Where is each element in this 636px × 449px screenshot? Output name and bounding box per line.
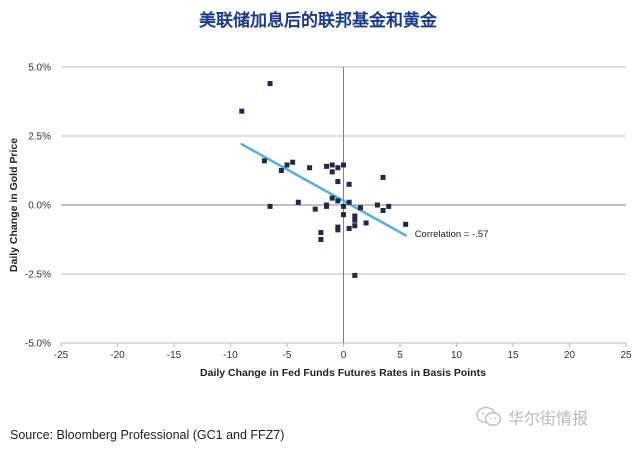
correlation-annotation: Correlation = -.57 (415, 229, 489, 240)
data-points (239, 81, 409, 278)
x-tick-label: -25 (54, 350, 69, 361)
x-tick-label: 20 (564, 350, 576, 361)
data-point (261, 158, 267, 164)
y-tick-label: -2.5% (25, 270, 51, 281)
data-point (341, 212, 346, 218)
data-point (352, 272, 358, 278)
x-tick-label: -10 (223, 350, 238, 361)
y-tick-label: 5.0% (28, 63, 51, 74)
data-point (341, 162, 346, 168)
data-point (346, 181, 352, 187)
data-point (352, 217, 358, 223)
source-note: Source: Bloomberg Professional (GC1 and … (10, 428, 285, 442)
data-point (290, 159, 296, 165)
x-tick-label: 10 (451, 350, 463, 361)
data-point (267, 203, 273, 209)
data-point (374, 202, 380, 208)
data-point (284, 162, 290, 168)
data-point (329, 195, 335, 201)
data-point (380, 174, 386, 180)
y-axis-label: Daily Change in Gold Price (8, 138, 20, 272)
x-tick-label: 5 (397, 350, 403, 361)
data-point (239, 108, 245, 114)
tick-labels: -5.0% -2.5% 0.0% 2.5% 5.0% -25 -20 -15 -10 -5 0 5 10… (25, 63, 632, 362)
data-point (312, 206, 318, 212)
data-point (363, 220, 369, 226)
data-point (329, 169, 335, 175)
y-tick-label: 2.5% (28, 132, 51, 143)
data-point (318, 237, 324, 242)
data-point (352, 223, 358, 229)
trendline (240, 142, 407, 237)
chart-title: 美联储加息后的联邦基金和黄金 (199, 11, 437, 31)
data-point (307, 165, 313, 171)
data-point (346, 225, 352, 231)
data-point (318, 230, 324, 236)
data-point (335, 227, 341, 233)
x-tick-label: -20 (110, 350, 125, 361)
data-point (346, 199, 352, 205)
x-tick-label: -15 (167, 350, 182, 361)
x-tick-label: 25 (620, 350, 632, 361)
x-tick-label: 0 (341, 350, 347, 361)
x-tick-label: 15 (507, 350, 519, 361)
data-point (380, 208, 386, 214)
data-point (324, 202, 330, 208)
data-point (295, 199, 301, 205)
x-tick-label: -5 (283, 350, 292, 361)
watermark-text: 华尔街情报 (508, 409, 589, 428)
y-tick-label: -5.0% (25, 339, 51, 350)
trendline-layer (240, 142, 407, 237)
data-point (341, 203, 346, 209)
data-point (329, 162, 335, 168)
data-point (335, 179, 341, 185)
data-point (352, 213, 358, 219)
data-point (267, 81, 273, 87)
watermark: 华尔街情报 (476, 405, 588, 429)
x-axis-label: Daily Change in Fed Funds Futures Rates … (200, 367, 486, 379)
data-point (335, 165, 341, 171)
data-point (357, 205, 363, 211)
data-point (403, 221, 409, 227)
y-tick-label: 0.0% (28, 201, 51, 212)
data-point (386, 203, 392, 209)
data-point (324, 163, 330, 169)
data-point (335, 198, 341, 204)
data-point (335, 224, 341, 230)
wechat-icon (476, 406, 502, 428)
data-point (278, 168, 284, 173)
